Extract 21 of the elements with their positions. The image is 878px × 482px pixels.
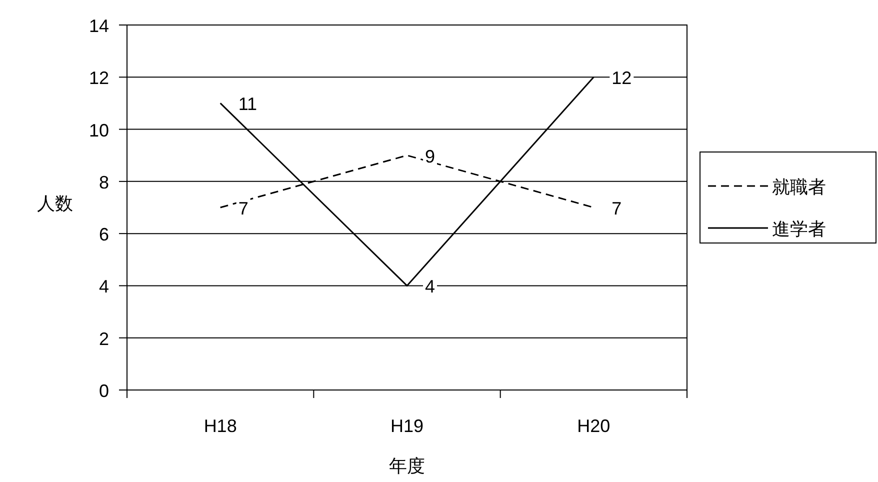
y-axis-title: 人数 — [37, 194, 73, 214]
data-label: 4 — [425, 276, 436, 297]
y-tick-label: 4 — [98, 276, 109, 297]
data-label: 12 — [612, 68, 632, 88]
x-axis-title: 年度 — [389, 456, 425, 476]
y-tick-label: 0 — [98, 381, 109, 401]
y-tick-label: 8 — [98, 172, 109, 192]
data-label: 9 — [425, 146, 436, 166]
data-label: 11 — [238, 94, 258, 114]
data-label: 7 — [238, 198, 248, 218]
y-tick-label: 12 — [88, 68, 109, 88]
x-tick-label: H20 — [577, 416, 610, 436]
x-tick-label: H18 — [204, 416, 237, 436]
y-tick-label: 14 — [88, 16, 109, 36]
y-tick-label: 2 — [98, 328, 109, 349]
legend-label: 進学者 — [772, 219, 826, 239]
y-tick-label: 6 — [98, 224, 109, 245]
data-label: 7 — [612, 198, 622, 218]
legend-label: 就職者 — [772, 177, 826, 197]
x-tick-label: H19 — [390, 416, 424, 436]
y-tick-label: 10 — [88, 120, 109, 140]
